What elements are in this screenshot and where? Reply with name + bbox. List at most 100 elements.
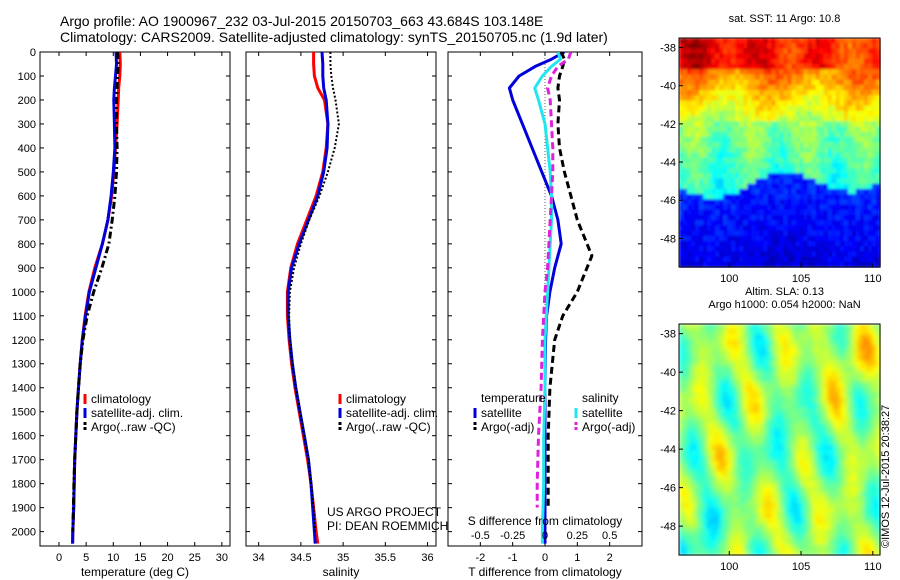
map-cell [823, 105, 829, 112]
map-cell [699, 168, 704, 174]
map-cell [791, 209, 797, 216]
map-cell [767, 90, 773, 96]
map-cell [739, 178, 744, 185]
map-cell [799, 539, 805, 546]
map-cell [727, 157, 732, 164]
map-cell [691, 225, 696, 232]
map-cell [727, 240, 732, 247]
map-cell [763, 230, 769, 237]
map-cell [871, 392, 877, 399]
map-cell [747, 168, 752, 174]
map-cell [863, 450, 869, 456]
map-cell [867, 355, 873, 362]
map-cell [795, 38, 801, 44]
map-cell [847, 423, 853, 430]
map-cell [703, 209, 708, 216]
map-cell [835, 43, 841, 49]
map-cell [715, 376, 720, 383]
map-cell [827, 121, 833, 128]
map-cell [823, 110, 829, 117]
map-cell [871, 502, 877, 509]
map-cell [751, 402, 756, 409]
map-cell [815, 69, 821, 76]
map-cell [687, 481, 692, 488]
map-cell [687, 251, 692, 258]
map-cell [823, 455, 829, 462]
map-cell [759, 329, 765, 336]
map-cell [691, 397, 696, 404]
map-cell [859, 209, 865, 216]
map-cell [819, 539, 825, 546]
map-cell [715, 450, 720, 456]
map-cell [683, 220, 688, 226]
map-cell [747, 110, 752, 117]
map-cell [855, 38, 861, 44]
map-cell [871, 220, 877, 226]
map-cell [811, 199, 817, 206]
map-cell [803, 481, 809, 488]
map-cell [859, 136, 865, 143]
map-cell [855, 199, 861, 206]
map-cell [787, 69, 793, 76]
map-cell [867, 476, 873, 483]
map-cell [683, 413, 688, 420]
map-cell [683, 423, 688, 430]
map-cell [679, 544, 684, 551]
map-cell [827, 413, 833, 420]
map-cell [839, 178, 845, 185]
map-cell [839, 69, 845, 76]
map-cell [807, 136, 813, 143]
map-cell [775, 429, 781, 435]
map-cell [803, 455, 809, 462]
map-cell [703, 507, 708, 514]
map-cell [723, 90, 728, 96]
map-cell [783, 90, 789, 96]
map-cell [683, 43, 688, 49]
map-cell [743, 136, 748, 143]
map-cell [847, 157, 853, 164]
map-cell [703, 360, 708, 367]
map-cell [839, 240, 845, 247]
map-cell [711, 235, 716, 242]
map-cell [867, 324, 873, 330]
map-cell [771, 53, 777, 60]
map-cell [679, 105, 684, 112]
map-cell [831, 507, 837, 514]
map-cell [755, 444, 760, 451]
map-cell [799, 136, 805, 143]
map-cell [739, 518, 744, 525]
map-cell [831, 240, 837, 247]
map-cell [827, 214, 833, 221]
map-cell [791, 147, 797, 154]
map-cell [751, 38, 756, 44]
map-cell [715, 497, 720, 504]
map-cell [699, 95, 704, 102]
map-cell [703, 178, 708, 185]
map-cell [823, 549, 829, 556]
map-cell [839, 423, 845, 430]
map-cell [711, 397, 716, 404]
map-cell [787, 43, 793, 49]
map-cell [863, 471, 869, 477]
map-cell [831, 53, 837, 60]
map-cell [723, 513, 728, 519]
map-cell [795, 74, 801, 81]
map-cell [823, 246, 829, 252]
map-cell [687, 465, 692, 472]
map-cell [859, 152, 865, 159]
map-cell [683, 329, 688, 336]
map-cell [771, 152, 777, 159]
map-cell [719, 220, 724, 226]
map-cell [863, 402, 869, 409]
map-cell [807, 381, 813, 388]
map-cell [831, 360, 837, 367]
map-cell [875, 366, 881, 372]
map-cell [767, 423, 773, 430]
map-cell [831, 366, 837, 372]
map-cell [755, 476, 760, 483]
map-cell [687, 418, 692, 425]
map-cell [691, 345, 696, 351]
map-cell [851, 105, 857, 112]
map-cell [787, 126, 793, 133]
map-cell [735, 418, 740, 425]
